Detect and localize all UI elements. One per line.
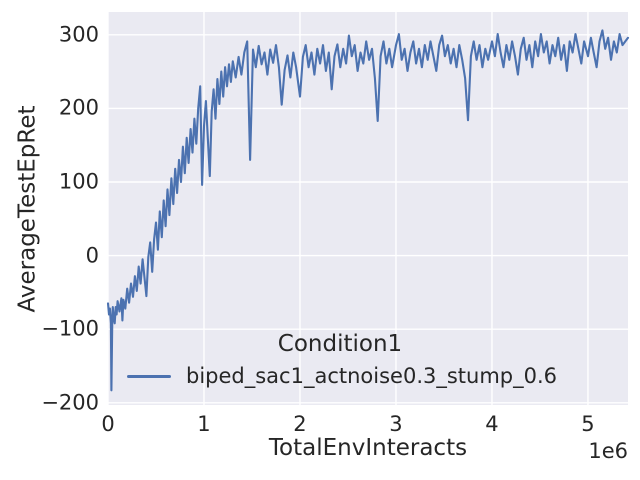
- y-axis-label: AverageTestEpRet: [14, 105, 41, 313]
- ytick-label: −200: [41, 390, 99, 415]
- xtick-label: 1: [197, 412, 211, 436]
- legend-entry: biped_sac1_actnoise0.3_stump_0.6: [115, 365, 565, 388]
- legend: Condition1 biped_sac1_actnoise0.3_stump_…: [115, 331, 565, 388]
- xtick-label: 3: [389, 412, 403, 436]
- ytick-label: 300: [58, 22, 99, 47]
- ytick-label: 200: [58, 95, 99, 120]
- ytick-label: 100: [58, 169, 99, 194]
- xtick-label: 2: [293, 412, 307, 436]
- xtick-label: 5: [581, 412, 595, 436]
- training-curve-line: [106, 29, 630, 392]
- grid-lines: [107, 12, 628, 405]
- ytick-label: 0: [85, 243, 99, 268]
- xtick-label: 4: [485, 412, 499, 436]
- legend-entry-label: biped_sac1_actnoise0.3_stump_0.6: [186, 364, 558, 389]
- legend-line-swatch: [127, 375, 171, 379]
- x-axis-label: TotalEnvInteracts: [268, 435, 468, 461]
- xtick-label: 0: [101, 412, 115, 436]
- ytick-label: −100: [41, 316, 99, 341]
- legend-title: Condition1: [277, 331, 403, 357]
- x-axis-offset-label: 1e6: [588, 439, 628, 463]
- axes-background: [108, 12, 628, 405]
